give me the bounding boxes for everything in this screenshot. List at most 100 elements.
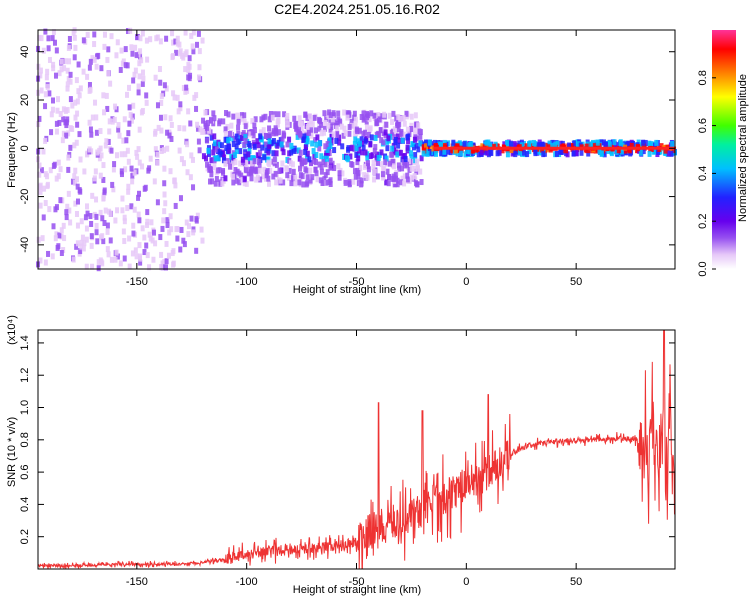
- heatmap-cell: [94, 213, 99, 220]
- y-tick-label: 1.4: [19, 335, 31, 350]
- heatmap-cell: [267, 161, 272, 168]
- heatmap-cell: [68, 219, 73, 226]
- heatmap-cell: [254, 176, 259, 183]
- heatmap-cell: [325, 150, 330, 157]
- heatmap-cell: [234, 148, 239, 155]
- heatmap-cell: [328, 177, 333, 184]
- heatmap-cell: [276, 111, 281, 118]
- heatmap-cell: [131, 77, 136, 84]
- heatmap-cell: [47, 56, 52, 63]
- heatmap-cell: [46, 45, 51, 52]
- heatmap-cell: [384, 155, 389, 162]
- heatmap-cell: [162, 180, 167, 187]
- heatmap-cell: [433, 150, 438, 157]
- heatmap-cell: [564, 147, 569, 154]
- heatmap-cell: [253, 116, 258, 123]
- heatmap-cell: [239, 112, 244, 119]
- heatmap-cell: [109, 147, 114, 154]
- heatmap-cell: [128, 27, 133, 34]
- heatmap-cell: [625, 141, 630, 148]
- heatmap-cell: [599, 139, 604, 146]
- heatmap-cell: [50, 97, 55, 104]
- heatmap-cell: [379, 161, 384, 168]
- heatmap-cell: [149, 219, 154, 226]
- heatmap-cell: [335, 120, 340, 127]
- heatmap-cell: [180, 52, 185, 59]
- heatmap-cell: [45, 173, 50, 180]
- heatmap-cell: [82, 168, 87, 175]
- heatmap-cell: [525, 151, 530, 158]
- heatmap-cell: [329, 124, 334, 131]
- heatmap-cell: [85, 203, 90, 210]
- heatmap-cell: [323, 119, 328, 126]
- heatmap-cell: [66, 190, 71, 197]
- heatmap-cell: [359, 114, 364, 121]
- heatmap-cell: [159, 148, 164, 155]
- heatmap-cell: [312, 137, 317, 144]
- heatmap-cell: [366, 112, 371, 119]
- heatmap-cell: [376, 154, 381, 161]
- heatmap-cell: [164, 258, 169, 265]
- heatmap-panel: -150 -100 -50 0 50 -40 -20 0 20 40 Height of str…: [6, 27, 677, 296]
- heatmap-cell: [162, 208, 167, 215]
- heatmap-cell: [89, 131, 94, 138]
- heatmap-cell: [264, 172, 269, 179]
- heatmap-cell: [282, 111, 287, 118]
- heatmap-cell: [337, 134, 342, 141]
- heatmap-cell: [103, 142, 108, 149]
- heatmap-cell: [308, 177, 313, 184]
- heatmap-cell: [171, 261, 176, 268]
- heatmap-cell: [368, 141, 373, 148]
- heatmap-cell: [53, 235, 58, 242]
- heatmap-cell: [87, 119, 92, 126]
- heatmap-cell: [98, 257, 103, 264]
- heatmap-cell: [73, 167, 78, 174]
- heatmap-cell: [309, 160, 314, 167]
- heatmap-cell: [190, 43, 195, 50]
- heatmap-cell: [308, 167, 313, 174]
- heatmap-cell: [170, 53, 175, 60]
- heatmap-cell: [326, 122, 331, 129]
- heatmap-cell: [233, 167, 238, 174]
- heatmap-cell: [121, 58, 126, 65]
- heatmap-cell: [119, 168, 124, 175]
- heatmap-cell: [227, 147, 232, 154]
- heatmap-cell: [73, 44, 78, 51]
- heatmap-cell: [229, 153, 234, 160]
- heatmap-cell: [68, 71, 73, 78]
- heatmap-cell: [184, 84, 189, 91]
- heatmap-cell: [266, 175, 271, 182]
- heatmap-cell: [258, 129, 263, 136]
- heatmap-cell: [161, 217, 166, 224]
- heatmap-cell: [586, 147, 591, 154]
- heatmap-cell: [65, 85, 70, 92]
- heatmap-cell: [264, 147, 269, 154]
- heatmap-cell: [73, 99, 78, 106]
- heatmap-cell: [38, 182, 43, 189]
- heatmap-cell: [561, 143, 566, 150]
- heatmap-cell: [342, 109, 347, 116]
- heatmap-cell: [140, 163, 145, 170]
- heatmap-cell: [565, 151, 570, 158]
- heatmap-cell: [165, 145, 170, 152]
- heatmap-cell: [609, 148, 614, 155]
- heatmap-cell: [178, 195, 183, 202]
- heatmap-cell: [536, 142, 541, 149]
- heatmap-cell: [368, 125, 373, 132]
- heatmap-cell: [137, 73, 142, 80]
- heatmap-cell: [67, 35, 72, 42]
- heatmap-cell: [355, 138, 360, 145]
- heatmap-cell: [359, 149, 364, 156]
- heatmap-cell: [299, 157, 304, 164]
- heatmap-cell: [271, 150, 276, 157]
- heatmap-cell: [554, 150, 559, 157]
- heatmap-cell: [136, 83, 141, 90]
- heatmap-cell: [75, 98, 80, 105]
- heatmap-cell: [123, 151, 128, 158]
- heatmap-cell: [643, 139, 648, 146]
- heatmap-cell: [201, 153, 206, 160]
- heatmap-cell: [579, 149, 584, 156]
- heatmap-cell: [385, 145, 390, 152]
- heatmap-cell: [196, 74, 201, 81]
- heatmap-cell: [265, 168, 270, 175]
